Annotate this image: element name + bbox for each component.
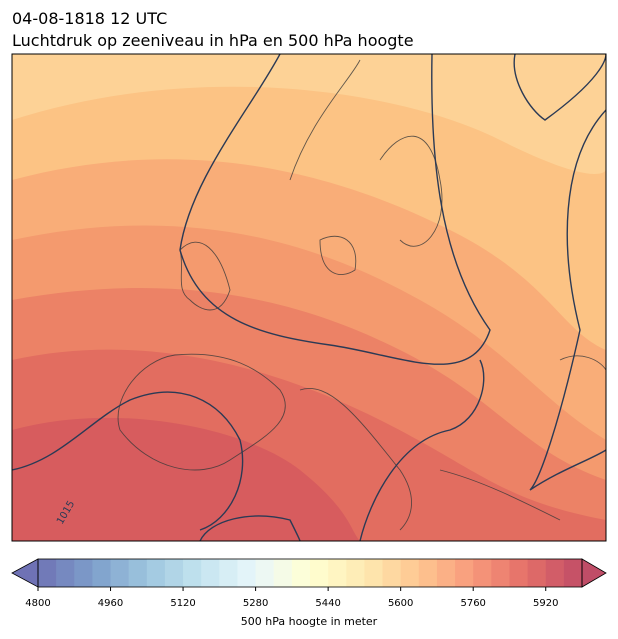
colorbar-segment xyxy=(328,559,347,587)
colorbar-segment xyxy=(491,559,510,587)
map: 1015 xyxy=(12,54,606,541)
colorbar-segment xyxy=(310,559,329,587)
colorbar-segment xyxy=(418,559,438,587)
colorbar-segment xyxy=(455,559,474,587)
colorbar-segment xyxy=(273,559,293,587)
colorbar-segment xyxy=(128,559,148,587)
colorbar-segment xyxy=(38,559,57,587)
colorbar-segment xyxy=(545,559,565,587)
colorbar-segment xyxy=(92,559,112,587)
colorbar-extend-high xyxy=(581,558,607,588)
colorbar-segment xyxy=(291,559,311,587)
colorbar-segment xyxy=(346,559,365,587)
isobar xyxy=(179,54,491,365)
colorbar-tick-label: 5440 xyxy=(315,598,340,609)
colorbar-segment xyxy=(527,559,547,587)
colorbar-tick-label: 5280 xyxy=(243,598,268,609)
colorbar-tick-label: 5120 xyxy=(170,598,195,609)
colorbar-frame xyxy=(37,558,583,588)
colorbar-segment xyxy=(400,559,420,587)
colorbar-tick-label: 4800 xyxy=(25,598,50,609)
colorbar-segment xyxy=(509,559,529,587)
colorbar-segment xyxy=(164,559,184,587)
isobar xyxy=(12,391,301,541)
colorbar-segment xyxy=(436,559,456,587)
colorbar-segment xyxy=(219,559,238,587)
colorbar-segment xyxy=(237,559,257,587)
colorbar-segment xyxy=(74,559,93,587)
colorbar-tick-label: 4960 xyxy=(98,598,123,609)
colorbar-segment xyxy=(382,559,402,587)
colorbar-segment xyxy=(563,559,583,587)
band xyxy=(12,417,360,541)
colorbar: 4800 4960 5120 5280 5440 5600 5760 5920 xyxy=(11,558,607,609)
colorbar-segment xyxy=(364,559,384,587)
colorbar-segment xyxy=(56,559,75,587)
colorbar-label: 500 hPa hoogte in meter xyxy=(241,615,378,628)
isobar xyxy=(359,359,485,541)
colorbar-extend-low xyxy=(11,558,39,588)
colorbar-tick-label: 5600 xyxy=(388,598,413,609)
colorbar-segment xyxy=(473,559,492,587)
colorbar-segment xyxy=(110,559,130,587)
colorbar-segment xyxy=(183,559,202,587)
colorbar-segment xyxy=(255,559,275,587)
map-frame xyxy=(11,53,607,542)
coastline xyxy=(117,59,606,531)
colorbar-segment xyxy=(201,559,220,587)
title: 04-08-1818 12 UTC xyxy=(12,9,167,28)
colorbar-segment xyxy=(146,559,166,587)
subtitle: Luchtdruk op zeeniveau in hPa en 500 hPa… xyxy=(12,31,414,50)
colorbar-tick-label: 5920 xyxy=(533,598,558,609)
isobar xyxy=(513,54,606,491)
colorbar-tick-label: 5760 xyxy=(460,598,485,609)
